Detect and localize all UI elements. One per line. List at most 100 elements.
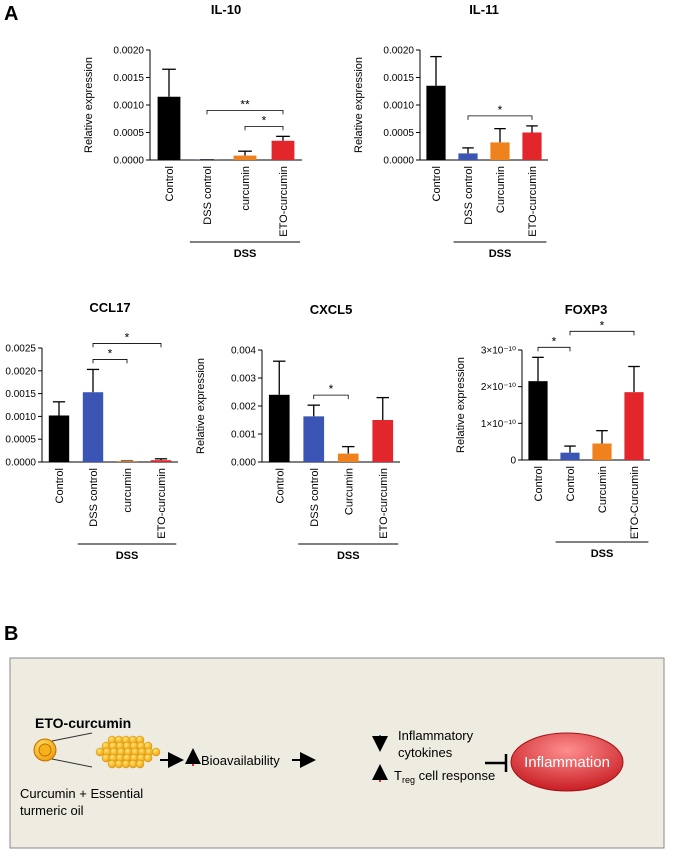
x-tick-label: Control bbox=[533, 466, 545, 501]
bar bbox=[592, 444, 611, 461]
y-tick-label: 0.001 bbox=[231, 430, 256, 441]
y-axis-label: Relative expression bbox=[455, 357, 467, 453]
bar bbox=[372, 420, 393, 462]
outcome-label: Inflammation bbox=[524, 754, 610, 771]
bar bbox=[528, 381, 547, 460]
x-tick-label: Control bbox=[565, 466, 577, 501]
y-axis-label: Relative expression bbox=[83, 57, 95, 153]
x-tick-label: DSS control bbox=[202, 166, 214, 225]
y-tick-label: 0.0005 bbox=[5, 435, 36, 446]
x-tick-label: Control bbox=[164, 166, 176, 201]
y-tick-label: 0.002 bbox=[231, 402, 256, 413]
x-tick-label: Curcumin bbox=[597, 466, 609, 513]
y-tick-label: 0.0000 bbox=[113, 156, 144, 167]
x-tick-label: DSS control bbox=[463, 166, 475, 225]
treg-rest: cell response bbox=[415, 768, 495, 783]
treg-t: T bbox=[394, 768, 402, 783]
diagram: ETO-curcumin Curcumin + Essential turmer… bbox=[10, 658, 664, 848]
particle bbox=[144, 754, 152, 762]
y-tick-label: 0.0010 bbox=[383, 101, 414, 112]
y-tick-label: 0.000 bbox=[231, 458, 256, 469]
chart-title: CXCL5 bbox=[310, 302, 353, 317]
y-tick-label: 0.0015 bbox=[383, 73, 414, 84]
x-tick-label: ETO-curcumin bbox=[527, 166, 539, 237]
y-tick-label: 0.0015 bbox=[5, 389, 36, 400]
significance-label: * bbox=[329, 382, 334, 396]
significance-label: * bbox=[108, 346, 113, 360]
bar bbox=[117, 461, 137, 462]
bar bbox=[158, 97, 181, 160]
group-label: DSS bbox=[116, 550, 139, 562]
y-tick-label: 0.0020 bbox=[383, 46, 414, 57]
x-tick-label: ETO-curcumin bbox=[378, 468, 390, 539]
panel-label: B bbox=[4, 623, 18, 645]
y-tick-label: 0 bbox=[510, 456, 516, 467]
significance-label: * bbox=[498, 103, 503, 117]
y-tick-label: 0.0000 bbox=[383, 156, 414, 167]
y-tick-label: 0.0000 bbox=[5, 458, 36, 469]
y-axis-label: Relative expression bbox=[195, 358, 207, 454]
x-tick-label: ETO-curcumin bbox=[278, 166, 290, 237]
significance-label: * bbox=[552, 334, 557, 348]
bar bbox=[624, 392, 643, 460]
x-tick-label: DSS control bbox=[88, 468, 100, 527]
chart-title: CCL17 bbox=[89, 300, 130, 315]
y-tick-label: 1×10⁻¹⁰ bbox=[481, 419, 516, 430]
significance-label: * bbox=[262, 113, 267, 127]
treg-sub: reg bbox=[402, 775, 415, 785]
y-tick-label: 0.0015 bbox=[113, 73, 144, 84]
bar bbox=[303, 416, 324, 462]
product-label: ETO-curcumin bbox=[35, 715, 131, 731]
group-label: DSS bbox=[591, 548, 614, 560]
particle bbox=[152, 748, 160, 756]
y-axis-label: Relative expression bbox=[353, 57, 365, 153]
y-tick-label: 0.0020 bbox=[113, 46, 144, 57]
y-tick-label: 0.0020 bbox=[5, 366, 36, 377]
group-label: DSS bbox=[234, 248, 257, 260]
bar bbox=[490, 142, 509, 160]
droplet-core bbox=[39, 744, 51, 756]
bar bbox=[560, 453, 579, 460]
composition-label: Curcumin + Essential bbox=[20, 786, 143, 801]
bar bbox=[458, 153, 477, 160]
x-tick-label: Curcumin bbox=[495, 166, 507, 213]
bar bbox=[49, 415, 69, 462]
x-tick-label: DSS control bbox=[309, 468, 321, 527]
bar bbox=[269, 395, 290, 462]
y-tick-label: 0.003 bbox=[231, 374, 256, 385]
bar bbox=[234, 156, 257, 160]
bar bbox=[272, 141, 295, 160]
x-tick-label: Control bbox=[431, 166, 443, 201]
panel-label: A bbox=[4, 3, 18, 25]
group-label: DSS bbox=[337, 550, 360, 562]
chart-title: IL-11 bbox=[469, 2, 499, 17]
x-tick-label: curcumin bbox=[122, 468, 134, 513]
x-tick-label: Control bbox=[54, 468, 66, 503]
x-tick-label: Curcumin bbox=[343, 468, 355, 515]
bar bbox=[338, 454, 359, 462]
y-tick-label: 0.0005 bbox=[113, 128, 144, 139]
particle bbox=[136, 760, 144, 768]
y-tick-label: 0.004 bbox=[231, 346, 256, 357]
x-tick-label: curcumin bbox=[240, 166, 252, 211]
bar bbox=[426, 86, 445, 160]
composition-label: turmeric oil bbox=[20, 803, 84, 818]
chart-title: IL-10 bbox=[211, 2, 241, 17]
y-tick-label: 3×10⁻¹⁰ bbox=[481, 346, 516, 357]
step-label: Bioavailability bbox=[201, 753, 280, 768]
bar bbox=[151, 460, 171, 462]
cytokine-label: cytokines bbox=[398, 745, 453, 760]
bar bbox=[83, 392, 103, 462]
y-tick-label: 0.0010 bbox=[113, 101, 144, 112]
x-tick-label: Control bbox=[274, 468, 286, 503]
y-tick-label: 0.0005 bbox=[383, 128, 414, 139]
group-label: DSS bbox=[489, 248, 512, 260]
significance-label: * bbox=[600, 318, 605, 332]
y-tick-label: 2×10⁻¹⁰ bbox=[481, 382, 516, 393]
chart-title: FOXP3 bbox=[565, 302, 608, 317]
bar bbox=[522, 133, 541, 161]
y-tick-label: 0.0025 bbox=[5, 344, 36, 355]
y-tick-label: 0.0010 bbox=[5, 412, 36, 423]
significance-label: ** bbox=[240, 97, 250, 111]
